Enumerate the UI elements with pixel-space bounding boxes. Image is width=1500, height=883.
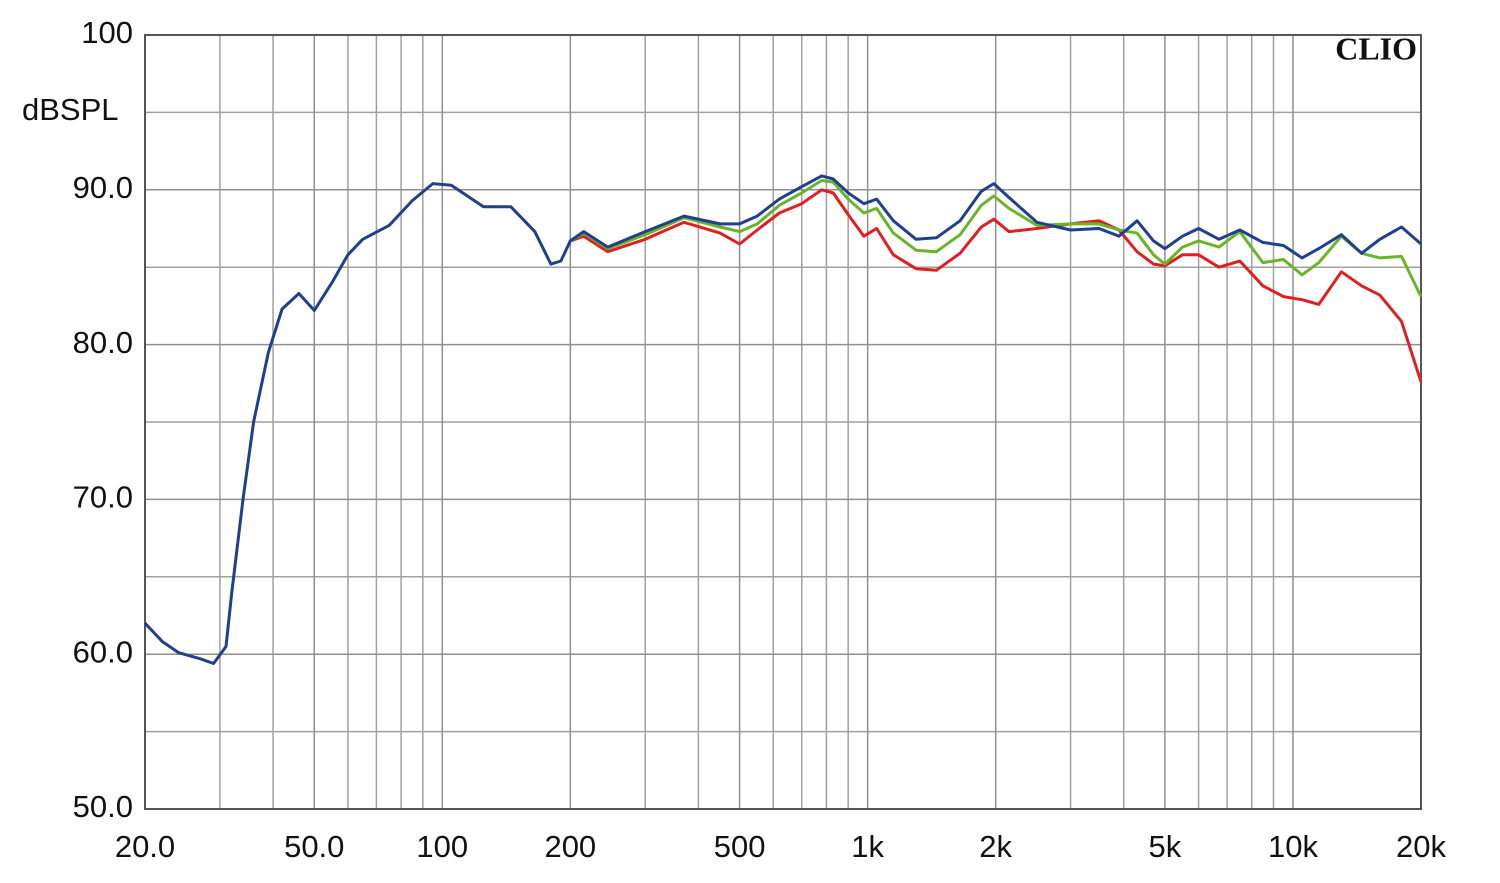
plot-frame xyxy=(144,34,1422,810)
x-tick-label: 10k xyxy=(1268,829,1318,864)
y-tick-label: 100 xyxy=(81,15,133,50)
x-tick-label: 1k xyxy=(851,829,884,864)
y-axis-label: dBSPL xyxy=(22,92,119,127)
y-tick-label: 70.0 xyxy=(73,480,133,515)
x-tick-label: 50.0 xyxy=(284,829,344,864)
x-tick-label: 2k xyxy=(979,829,1012,864)
x-tick-label: 500 xyxy=(714,829,766,864)
series-line xyxy=(569,179,1423,298)
x-tick-label: 20k xyxy=(1396,829,1446,864)
y-tick-label: 50.0 xyxy=(73,789,133,824)
series-line xyxy=(143,174,1422,665)
x-tick-label: 100 xyxy=(416,829,468,864)
y-tick-label: 80.0 xyxy=(73,325,133,360)
x-tick-label: 20.0 xyxy=(115,829,175,864)
watermark: CLIO xyxy=(1335,30,1417,66)
x-tick-label: 5k xyxy=(1149,829,1182,864)
y-tick-label: 90.0 xyxy=(73,170,133,205)
y-tick-label: 60.0 xyxy=(73,634,133,669)
series-line xyxy=(569,188,1423,383)
x-tick-label: 200 xyxy=(544,829,596,864)
